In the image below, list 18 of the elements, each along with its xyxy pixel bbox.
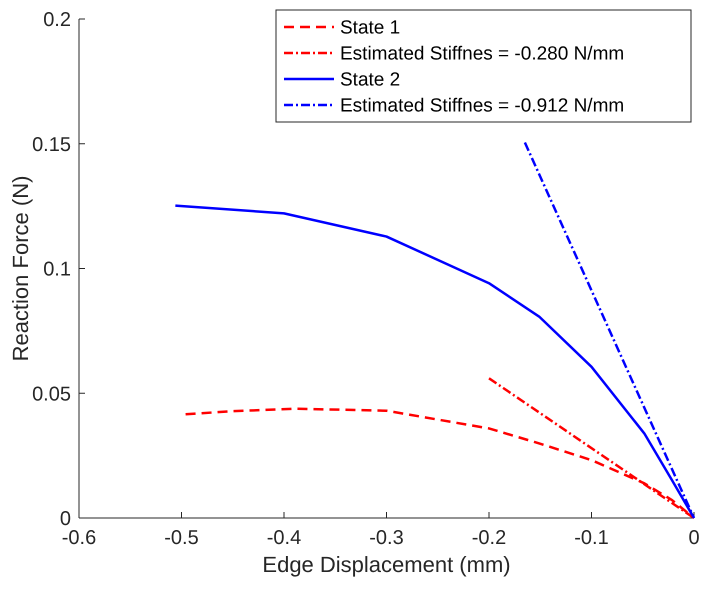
y-tick-label: 0	[60, 508, 71, 530]
y-tick-label: 0.1	[43, 258, 71, 280]
x-tick-label: -0.6	[62, 527, 96, 549]
legend-label: State 1	[340, 18, 400, 39]
x-tick-label: -0.2	[472, 527, 506, 549]
x-tick-label: -0.1	[574, 527, 609, 549]
legend-label: Estimated Stiffnes = -0.280 N/mm	[340, 44, 624, 65]
y-tick-label: 0.05	[32, 383, 71, 406]
x-tick-label: -0.5	[164, 527, 199, 549]
legend-label: Estimated Stiffnes = -0.912 N/mm	[340, 96, 624, 117]
y-axis-title: Reaction Force (N)	[8, 176, 33, 362]
x-tick-label: -0.4	[266, 527, 302, 549]
x-tick-label: -0.3	[369, 527, 404, 549]
x-axis-title: Edge Displacement (mm)	[262, 552, 511, 577]
y-tick-label: 0.15	[32, 134, 71, 156]
y-tick-label: 0.2	[43, 9, 71, 31]
legend-label: State 2	[340, 70, 400, 91]
x-tick-label: 0	[688, 527, 700, 549]
